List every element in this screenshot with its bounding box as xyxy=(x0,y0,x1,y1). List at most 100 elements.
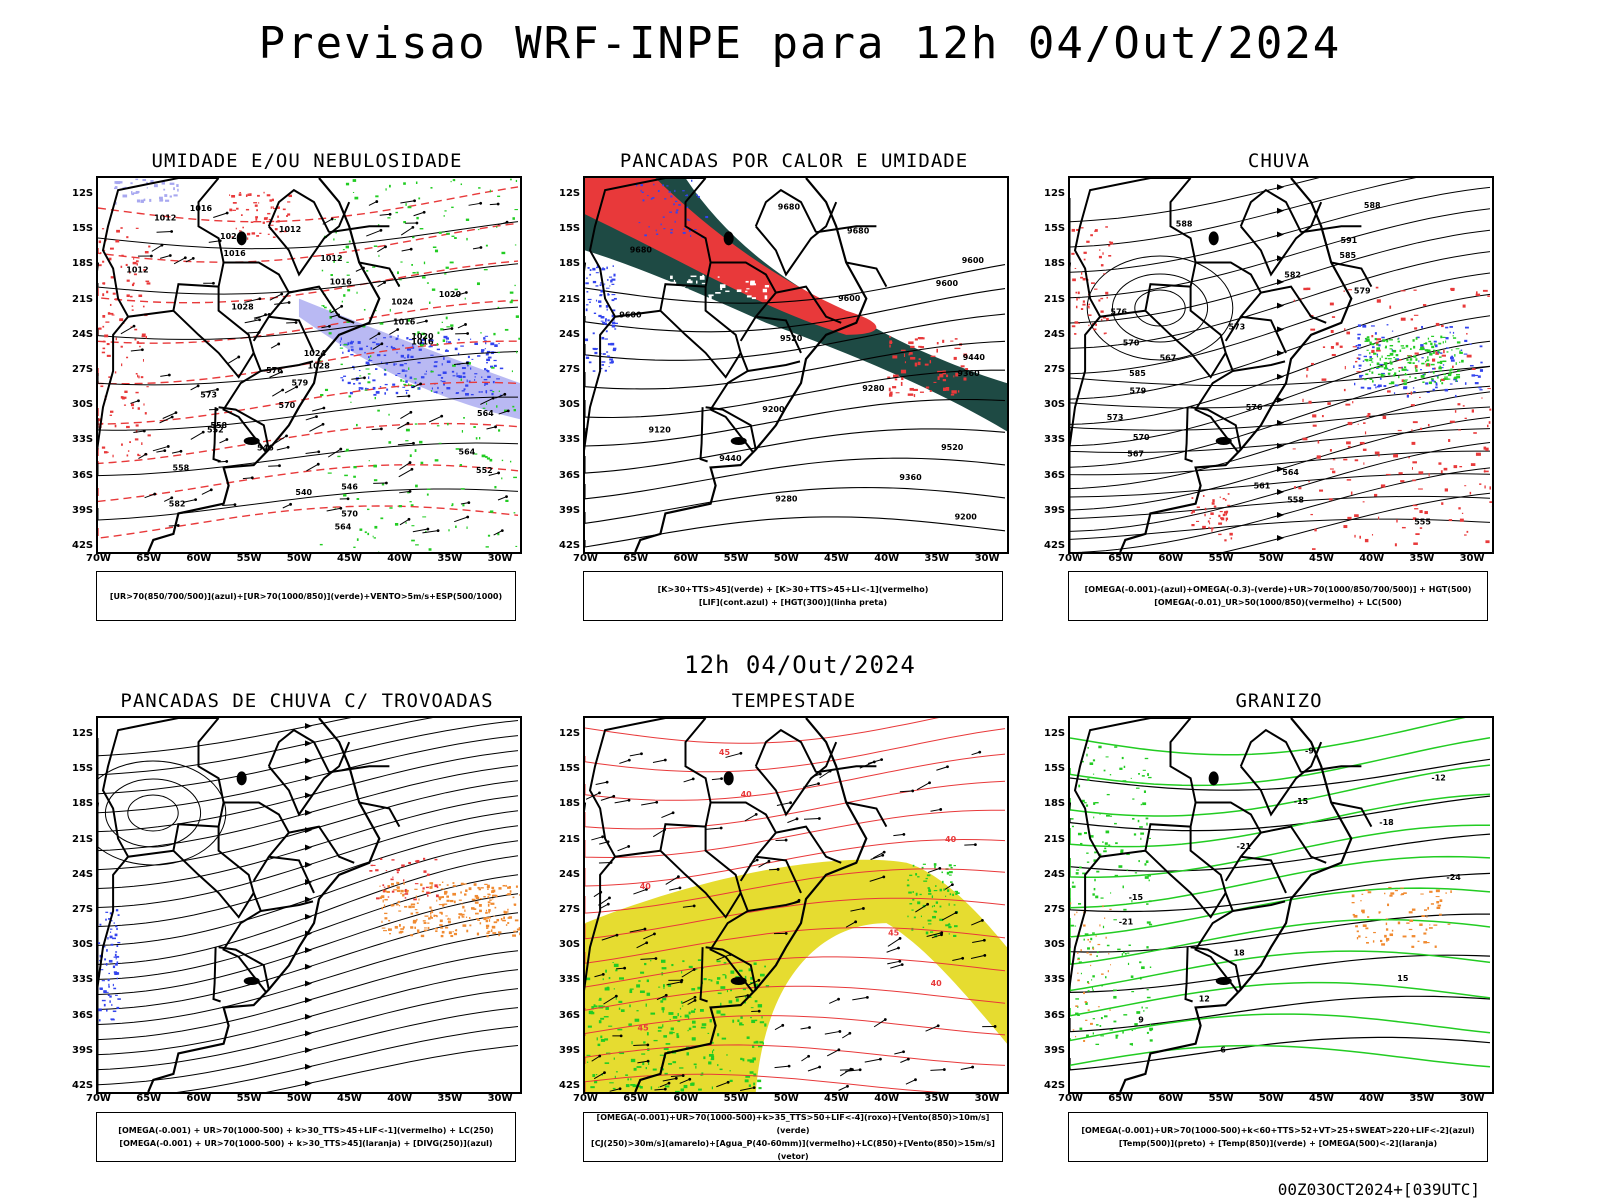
field-cell xyxy=(499,367,504,370)
field-cell xyxy=(1436,901,1440,904)
wind-vector xyxy=(838,1085,848,1091)
field-cell xyxy=(600,1035,603,1039)
field-cell xyxy=(1191,497,1194,499)
field-cell xyxy=(430,917,433,919)
field-cell xyxy=(1458,429,1462,431)
legend-line: [OMEGA(-0.001) + UR>70(1000-500) + k>30_… xyxy=(119,1139,493,1148)
field-cell xyxy=(612,1087,616,1090)
field-cell xyxy=(1317,440,1320,444)
political-border xyxy=(755,855,802,894)
field-cell xyxy=(1123,908,1127,911)
field-cell xyxy=(513,408,516,412)
field-cell xyxy=(1406,369,1409,371)
field-cell xyxy=(1435,382,1438,385)
wind-vector xyxy=(665,876,679,885)
contour-label: 573 xyxy=(1107,413,1124,422)
field-cell xyxy=(488,894,491,896)
field-cell xyxy=(350,348,354,351)
field-cell xyxy=(933,889,938,892)
field-cell xyxy=(1419,923,1423,926)
wind-vector-head xyxy=(914,1078,917,1082)
field-cell xyxy=(1354,534,1356,538)
isoline xyxy=(1070,855,1491,909)
field-cell xyxy=(1413,355,1417,358)
field-cell xyxy=(1365,373,1369,376)
field-cell xyxy=(395,903,399,906)
field-cell xyxy=(410,903,414,906)
field-cell xyxy=(1451,349,1453,351)
field-cell xyxy=(936,341,939,345)
field-cell xyxy=(1191,510,1195,513)
field-cell xyxy=(1101,984,1104,987)
field-cell xyxy=(485,352,489,356)
field-cell xyxy=(1322,346,1326,348)
wind-vector-head xyxy=(340,304,344,308)
field-cell xyxy=(1482,289,1488,292)
field-cell xyxy=(276,206,280,209)
field-cell xyxy=(440,380,442,382)
longitude-tick-label: 60W xyxy=(1158,553,1184,564)
field-cell xyxy=(1131,990,1135,993)
contour-label: 570 xyxy=(1123,339,1140,348)
political-border xyxy=(268,201,351,277)
wind-vector xyxy=(711,778,722,781)
field-cell xyxy=(109,414,113,416)
field-cell xyxy=(1389,305,1392,309)
political-border xyxy=(172,823,255,919)
field-cell xyxy=(342,351,344,354)
field-cell xyxy=(513,903,517,906)
field-cell xyxy=(942,339,945,343)
field-cell xyxy=(1321,378,1327,381)
field-cell xyxy=(1458,361,1461,363)
field-cell xyxy=(460,488,465,490)
field-cell xyxy=(350,346,354,348)
wind-vector xyxy=(480,397,494,405)
wind-vector xyxy=(681,969,695,978)
field-cell xyxy=(127,450,130,452)
field-cell xyxy=(765,985,770,988)
field-cell xyxy=(595,285,599,287)
field-cell xyxy=(436,915,438,918)
field-cell xyxy=(1093,859,1098,862)
latitude-tick-label: 24S xyxy=(1044,868,1066,880)
isoline xyxy=(585,516,1006,548)
field-cell xyxy=(364,389,368,391)
field-cell xyxy=(1449,369,1452,372)
field-cell xyxy=(1426,359,1430,362)
field-cell xyxy=(473,426,476,428)
field-cell xyxy=(448,529,450,532)
field-cell xyxy=(948,874,952,876)
field-cell xyxy=(1388,382,1392,385)
field-cell xyxy=(1124,952,1127,955)
field-cell xyxy=(1400,345,1405,347)
field-cell xyxy=(503,911,508,914)
political-border xyxy=(223,261,291,342)
field-cell xyxy=(764,295,768,300)
field-cell xyxy=(426,891,430,895)
field-cell xyxy=(485,924,490,928)
field-cell xyxy=(1100,1017,1103,1020)
field-cell xyxy=(416,902,419,904)
field-cell xyxy=(1488,421,1491,424)
field-cell xyxy=(335,231,337,234)
wind-vector-head xyxy=(142,429,146,433)
field-cell xyxy=(372,864,376,866)
wind-vector-head xyxy=(720,777,723,780)
longitude-tick-label: 30W xyxy=(487,1093,513,1104)
wind-vector-head xyxy=(678,886,682,890)
field-cell xyxy=(368,376,370,380)
field-cell xyxy=(928,888,931,891)
field-cell xyxy=(1070,924,1074,927)
field-cell xyxy=(1072,278,1076,282)
field-cell xyxy=(1083,258,1086,261)
field-cell xyxy=(954,338,958,340)
field-cell xyxy=(1395,358,1399,361)
wind-vector xyxy=(925,1025,939,1032)
field-cell xyxy=(431,288,436,291)
wind-vector xyxy=(312,407,325,412)
field-cell xyxy=(892,355,898,359)
field-cell xyxy=(1105,226,1108,228)
field-cell xyxy=(1369,355,1372,358)
field-cell xyxy=(586,977,591,981)
field-cell xyxy=(1443,378,1445,380)
